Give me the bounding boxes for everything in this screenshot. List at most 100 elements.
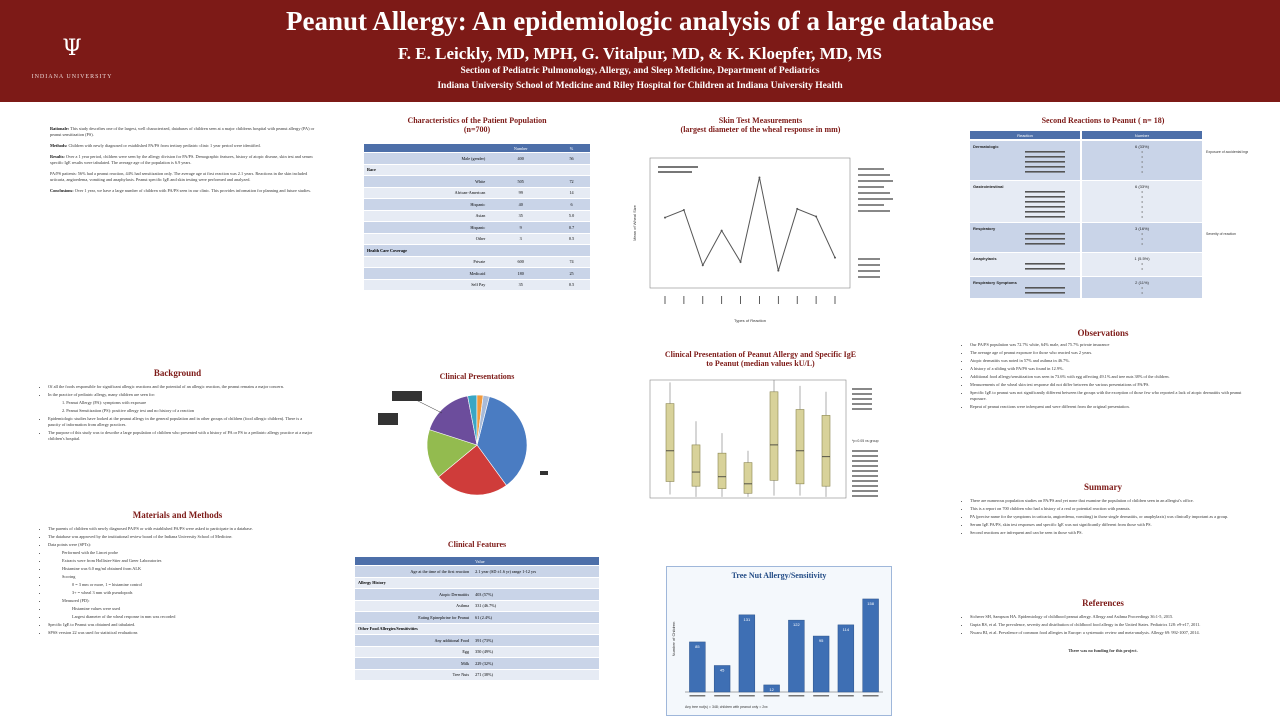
plot-legend-line [658,166,698,168]
row-detail-mark [1141,268,1143,270]
row-detail-mark [1141,206,1143,208]
x-tick-label-mark [763,695,780,697]
row-value [472,623,599,635]
row-value: 2 (11%) [1135,280,1149,285]
row-percent [553,244,590,257]
observation-bullet: Measurements of the wheal skin test resp… [970,382,1244,388]
clinical-features-title: Clinical Features [447,540,507,549]
row-detail-line [1025,243,1065,245]
legend-text-line [858,210,890,212]
row-detail-mark [1141,233,1143,235]
row-detail-mark [1141,151,1143,153]
row-label: Self Pay [364,279,489,291]
clinical-ige-title: Clinical Presentation of Peanut Allergy … [628,350,893,368]
row-label: Hispanic [364,198,489,211]
row-group-label: Anaphylaxis [973,256,997,261]
methods-sub-item: 3+ = wheal 3 mm with pseudopods [48,590,315,596]
table-row: Eating Epinephrine for Peanut 61 (2.4%) [355,611,599,624]
table-row: Race [364,164,590,176]
row-detail-mark [1141,171,1143,173]
legend-text-line [852,455,878,457]
row-value: 61 (2.4%) [472,611,599,624]
header-cell [970,131,1080,139]
row-label: Egg [355,646,473,658]
table-row: Health Care Coverage [364,244,590,257]
header-cell [355,557,473,566]
characteristics-title-line-2: (n=700) [463,125,491,134]
legend-text-line [858,168,884,170]
row-label: Medicaid [364,267,489,280]
characteristics-table: Number% Male (gender) 400 56 Race White 505 72 A… [364,144,590,291]
pie-callout-box [540,471,548,475]
row-detail-line [1025,191,1065,193]
row-percent: 14 [553,187,590,199]
background-title: Background [153,368,202,378]
row-label: Race [364,164,489,176]
row-value: 350 (49%) [472,646,599,658]
legend-text-line [852,398,872,400]
methods-sub-item: Histamine was 6.0 mg/ml obtained from AL… [48,566,315,572]
table-row: Age at the time of the first reaction 2.1… [355,565,599,578]
row-value: 3 (16%) [1135,226,1150,231]
x-tick-label-mark [813,695,830,697]
legend-text-line [852,485,878,487]
table-row: Male (gender) 400 56 [364,152,590,165]
pie-callout-box [392,391,422,401]
tree-nut-bar [689,641,706,693]
bar-value-label: 158 [867,601,874,606]
observations-section: Observations Our PA/PS population was 72… [962,329,1244,412]
skin-test-section: Skin Test Measurements (largest diameter… [628,116,893,340]
line-y-axis-label: Mean of Wheal Size [632,204,637,241]
characteristics-section: Characteristics of the Patient Populatio… [352,116,602,291]
row-percent: 74 [553,256,590,268]
tree-nut-bar [763,684,780,693]
row-label: Allergy History [355,577,473,589]
observation-bullet: Our PA/PS population was 72.7% white, 64… [970,342,1244,348]
bar-value-label: 131 [744,617,751,622]
skin-test-title-line-1: Skin Test Measurements [718,116,803,125]
skin-test-series-line [664,177,836,271]
methods-title: Materials and Methods [132,510,223,520]
references-title: References [1082,598,1124,608]
x-tick-label-mark [788,695,805,697]
trident-icon: Ψ [62,36,82,61]
row-note: Exposure of accidental ingestion [1206,150,1248,154]
row-label: African-American [364,187,489,199]
legend-text-line [858,192,890,194]
row-group-label: Respiratory Symptoms [973,280,1018,285]
bar-footnote: Any tree nut(s) = 348; children with pea… [685,705,768,709]
affiliation-line-2: Indiana University School of Medicine an… [437,81,843,91]
legend-text-line [858,186,884,188]
background-sub-item: 2. Peanut Sensitization (PS): positive a… [62,408,195,413]
row-percent: 0.7 [553,221,590,234]
tree-nut-bar [837,624,855,693]
legend-text-line [852,490,878,492]
row-detail-line [1025,233,1065,235]
row-percent: 0.5 [553,233,590,245]
affiliation-line-1: Section of Pediatric Pulmonology, Allerg… [460,66,820,76]
clinical-ige-title-line-2: to Peanut (median values kU/L) [706,359,815,368]
box-iqr [795,409,805,485]
row-label: Asian [364,210,489,222]
poster-title: Peanut Allergy: An epidemiologic analysi… [286,6,994,36]
row-detail-line [1025,156,1065,158]
summary-bullet: PA (precise name for the symptoms in urt… [970,514,1244,520]
observation-bullet: Atopic dermatitis was noted in 57% and a… [970,358,1244,364]
legend-text-line [852,403,872,405]
clinical-ige-title-line-1: Clinical Presentation of Peanut Allergy … [664,350,857,359]
row-value-cell [1082,223,1202,252]
tree-nut-bar [738,614,756,693]
row-detail-line [1025,292,1065,294]
observation-bullet: Specific IgE to peanut was not significa… [970,390,1244,402]
table-row: Allergy History [355,577,599,589]
methods-bullet: SPSS version 22 was used for statistical… [48,630,315,636]
row-detail-line [1025,151,1065,153]
methods-bullet: The database was approved by the institu… [48,534,315,540]
row-value: 2.1 year (SD ±1.6 yr) range 1-12 yrs [472,565,599,578]
row-value-cell [1082,141,1202,180]
row-number: 180 [488,267,554,280]
header-cell-text: Number [1135,133,1150,138]
line-plot-area [649,157,851,289]
characteristics-title-line-1: Characteristics of the Patient Populatio… [407,116,547,125]
row-detail-mark [1141,191,1143,193]
